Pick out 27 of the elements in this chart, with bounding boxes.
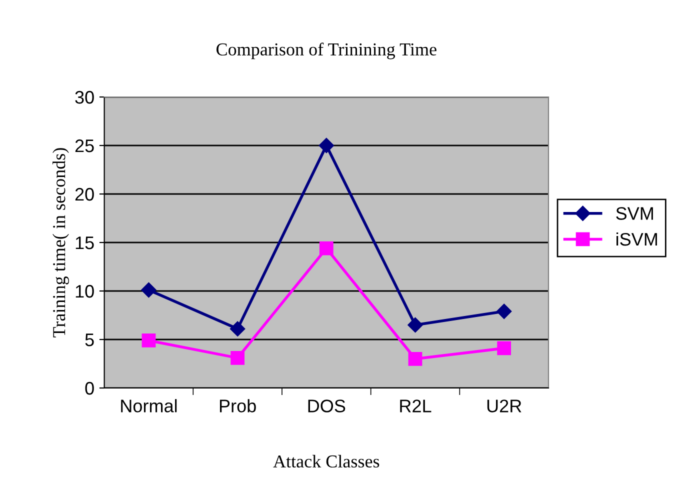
y-tick-label: 30 [75, 90, 94, 104]
y-tick-label: 15 [76, 236, 94, 250]
x-axis-title: Attack Classes [273, 454, 380, 468]
legend-label: SVM [616, 207, 653, 220]
y-tick-label: 0 [85, 382, 94, 395]
y-tick-label: 5 [85, 334, 94, 346]
point [142, 334, 156, 348]
y-axis-title: Training time( in seconds) [52, 148, 69, 338]
x-tick-label: U2R [487, 400, 522, 412]
x-tick-label: Prob [220, 399, 256, 412]
point [408, 352, 422, 366]
x-tick-label: Normal [121, 399, 177, 412]
point [230, 321, 246, 336]
x-tick-label: R2L [400, 400, 432, 412]
point [408, 317, 423, 333]
y-tick-label: 10 [76, 284, 94, 298]
y-tick-label: 25 [75, 139, 94, 152]
legend-label: iSVM [616, 232, 657, 246]
point [318, 138, 334, 154]
y-tick-label: 20 [75, 188, 94, 201]
point [230, 350, 245, 365]
x-tick-label: DOS [308, 400, 346, 412]
point [497, 341, 512, 356]
point [141, 282, 156, 298]
chart-title: Comparison of Trinining Time [216, 42, 436, 60]
point [319, 241, 334, 256]
point [496, 304, 512, 319]
